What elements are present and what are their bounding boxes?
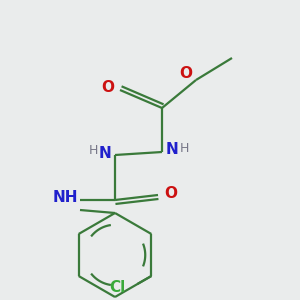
Text: Cl: Cl (109, 280, 125, 296)
Text: H: H (180, 142, 189, 154)
Text: O: O (164, 185, 177, 200)
Text: N: N (98, 146, 111, 160)
Text: O: O (179, 67, 193, 82)
Text: NH: NH (52, 190, 78, 206)
Text: H: H (88, 145, 98, 158)
Text: O: O (101, 80, 114, 95)
Text: N: N (166, 142, 179, 158)
